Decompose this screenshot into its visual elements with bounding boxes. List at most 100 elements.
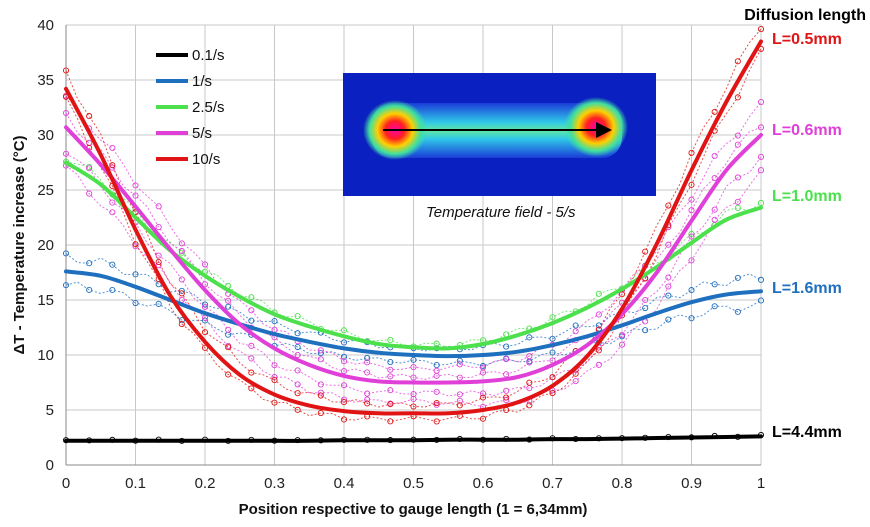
measured-point	[201, 261, 209, 268]
measured-point	[294, 381, 301, 388]
series-line-10-per-s	[64, 39, 763, 416]
measured-point	[248, 294, 255, 301]
x-tick-label: 0.8	[612, 475, 633, 492]
measured-point	[340, 327, 348, 334]
y-tick-label: 35	[37, 72, 54, 89]
measured-point	[248, 385, 255, 392]
measured-point	[132, 192, 139, 199]
legend-label: 0.1/s	[192, 47, 225, 64]
measured-point	[225, 326, 232, 333]
x-tick-label: 0.7	[542, 475, 563, 492]
measured-point	[688, 207, 695, 214]
measured-point	[294, 406, 301, 413]
measured-point	[665, 202, 672, 209]
measured-point	[410, 356, 417, 363]
measured-point	[271, 377, 278, 384]
measured-point	[688, 181, 695, 188]
measured-point	[294, 343, 301, 351]
measured-point	[201, 329, 209, 336]
measured-point	[225, 371, 232, 378]
measured-point	[433, 401, 440, 408]
measured-point	[549, 314, 556, 321]
measured-point	[479, 394, 487, 401]
measured-point	[225, 297, 232, 304]
measured-point	[294, 367, 301, 374]
y-tick-label: 0	[46, 457, 54, 474]
measured-point	[549, 390, 556, 397]
measured-point	[595, 361, 602, 368]
measured-point	[317, 350, 324, 357]
measured-point	[225, 303, 232, 310]
series-lines	[64, 39, 763, 443]
measured-point	[757, 199, 765, 206]
measured-point	[248, 307, 255, 314]
measured-dotted-line	[65, 48, 762, 422]
measured-point	[387, 336, 394, 343]
measured-point	[734, 198, 741, 205]
measured-point	[132, 182, 139, 189]
measured-point	[456, 374, 463, 381]
measured-point	[86, 113, 93, 120]
measured-point	[109, 261, 116, 268]
measured-point	[86, 190, 93, 197]
measured-dotted-line	[65, 153, 762, 397]
measured-point	[317, 381, 324, 388]
measured-point	[109, 286, 116, 294]
measured-point	[178, 247, 185, 255]
measured-point	[734, 132, 741, 139]
measured-point	[711, 152, 718, 159]
measured-point	[132, 271, 139, 278]
measured-point	[225, 344, 232, 351]
measured-point	[503, 387, 510, 394]
measured-point	[340, 339, 348, 346]
measured-point	[62, 150, 70, 157]
measured-point	[410, 363, 417, 371]
measured-point	[503, 343, 510, 350]
measured-point	[711, 108, 718, 115]
measured-point	[86, 165, 93, 172]
measured-point	[155, 224, 162, 231]
diffusion-length-label: L=1.6mm	[772, 280, 842, 297]
measured-point	[688, 287, 695, 294]
x-tick-label: 0.9	[681, 475, 702, 492]
measured-point	[364, 400, 371, 407]
measured-point	[595, 322, 602, 329]
measured-point	[503, 371, 510, 378]
measured-point	[456, 397, 463, 404]
x-tick-label: 0	[62, 475, 70, 492]
x-tick-label: 0.5	[403, 475, 424, 492]
x-tick-label: 0.3	[264, 475, 285, 492]
measured-point	[340, 358, 348, 365]
y-tick-label: 30	[37, 127, 54, 144]
measured-point	[456, 391, 463, 398]
measured-point	[155, 262, 162, 269]
measured-point	[109, 209, 116, 216]
measured-point	[364, 390, 371, 397]
measured-point	[86, 139, 93, 146]
measured-point	[387, 418, 394, 425]
measured-point	[248, 355, 255, 362]
diffusion-length-label: L=4.4mm	[772, 424, 842, 441]
measured-dotted-line	[65, 165, 762, 408]
measured-point	[155, 258, 162, 266]
measured-point	[456, 357, 463, 364]
measured-point	[201, 301, 209, 308]
legend-label: 10/s	[192, 151, 220, 168]
x-tick-label: 0.4	[334, 475, 355, 492]
measured-point	[595, 311, 602, 318]
diffusion-length-label: L=0.5mm	[772, 31, 842, 48]
measured-point	[711, 174, 718, 182]
measured-point	[549, 349, 556, 356]
legend-label: 2.5/s	[192, 99, 225, 116]
diffusion-labels: Diffusion length L=0.5mm L=0.6mm L=1.0mm L=…	[744, 7, 866, 441]
measured-dotted-line	[65, 112, 762, 380]
measured-point	[642, 327, 649, 334]
measured-point	[734, 141, 741, 148]
measured-point	[688, 149, 695, 156]
diffusion-length-title: Diffusion length	[744, 7, 866, 24]
measured-dotted-line	[65, 28, 762, 408]
measured-point	[503, 356, 510, 363]
measured-point	[456, 361, 463, 368]
measured-point	[572, 370, 579, 377]
